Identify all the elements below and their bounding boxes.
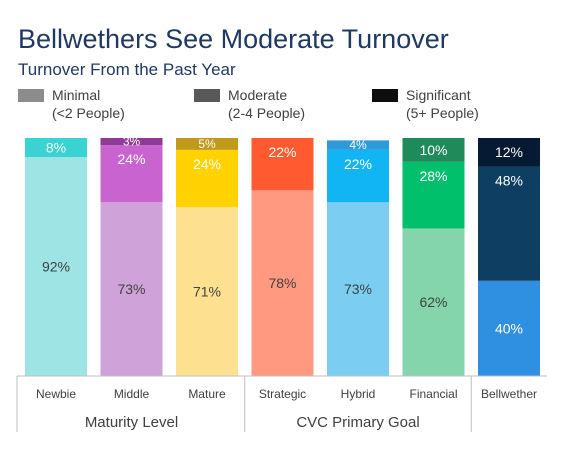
bar-financial-moderate	[402, 161, 465, 229]
bar-mature-minimal	[176, 207, 238, 376]
category-label-financial: Financial	[409, 387, 457, 401]
data-label: 73%	[344, 281, 372, 297]
data-label: 8%	[46, 140, 66, 156]
bar-mature-significant	[176, 138, 238, 150]
bar-mature-moderate	[176, 149, 238, 208]
category-label-mature: Mature	[188, 387, 226, 401]
group-label-cvc-primary-goal: CVC Primary Goal	[296, 414, 419, 431]
bar-bellwether-significant	[478, 138, 540, 167]
legend-swatch-moderate	[194, 89, 220, 102]
data-label: 73%	[117, 281, 145, 297]
bar-hybrid-moderate	[327, 149, 389, 203]
legend-item-minimal: Minimal (<2 People)	[18, 86, 125, 122]
bar-newbie-minimal	[25, 157, 87, 376]
data-label: 28%	[419, 168, 447, 184]
bar-bellwether-moderate	[478, 166, 540, 281]
bar-bellwether-minimal	[478, 280, 540, 376]
legend-item-moderate: Moderate (2-4 People)	[194, 86, 305, 122]
data-label: 3%	[123, 135, 141, 149]
bar-newbie-moderate	[25, 138, 87, 158]
bar-middle-minimal	[100, 202, 163, 376]
category-label-bellwether: Bellwether	[481, 387, 537, 401]
bar-middle-significant	[100, 138, 163, 146]
data-label: 78%	[268, 275, 296, 291]
legend-swatch-minimal	[18, 89, 44, 102]
bar-hybrid-minimal	[327, 202, 389, 376]
group-label-maturity-level: Maturity Level	[85, 414, 178, 431]
legend-swatch-significant	[372, 89, 398, 102]
data-label: 62%	[419, 294, 447, 310]
chart-subtitle: Turnover From the Past Year	[18, 60, 236, 79]
bar-hybrid-significant	[327, 140, 389, 150]
category-label-hybrid: Hybrid	[341, 387, 376, 401]
legend-item-significant: Significant (5+ People)	[372, 86, 479, 122]
legend-label-minimal: Minimal	[52, 87, 101, 103]
legend-desc-minimal: (<2 People)	[52, 105, 125, 121]
category-label-strategic: Strategic	[259, 387, 306, 401]
bar-financial-minimal	[402, 228, 465, 376]
data-label: 22%	[344, 156, 372, 172]
bar-strategic-moderate	[251, 138, 314, 191]
legend-desc-moderate: (2-4 People)	[228, 105, 306, 121]
data-label: 22%	[268, 144, 296, 160]
data-label: 48%	[495, 173, 523, 189]
bar-middle-moderate	[100, 145, 163, 203]
chart-title: Bellwethers See Moderate Turnover	[18, 24, 449, 54]
data-label: 4%	[349, 138, 367, 152]
data-label: 12%	[495, 144, 523, 160]
data-label: 40%	[495, 320, 523, 336]
legend-label-significant: Significant	[406, 87, 471, 103]
data-label: 24%	[117, 151, 145, 167]
bar-strategic-minimal	[251, 190, 314, 376]
data-label: 92%	[42, 259, 70, 275]
category-label-newbie: Newbie	[36, 387, 76, 401]
data-label: 10%	[419, 142, 447, 158]
category-label-middle: Middle	[114, 387, 150, 401]
legend-desc-significant: (5+ People)	[406, 105, 479, 121]
data-label: 71%	[193, 284, 221, 300]
bar-financial-significant	[402, 138, 465, 162]
data-label: 24%	[193, 156, 221, 172]
data-label: 5%	[198, 137, 216, 151]
legend-label-moderate: Moderate	[228, 87, 288, 103]
